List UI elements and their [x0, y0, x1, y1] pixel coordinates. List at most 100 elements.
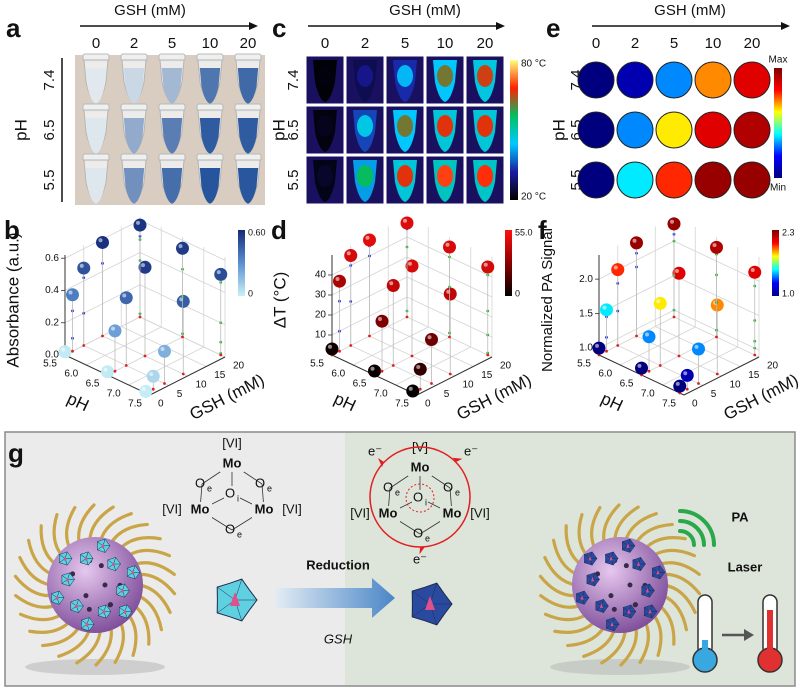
atom-mo: Mo	[223, 455, 242, 470]
sphere	[344, 249, 358, 262]
thermal-core	[357, 65, 373, 87]
surface-cluster-facet	[652, 567, 659, 573]
x-tick-label: 7.0	[107, 389, 121, 400]
floor-dot	[448, 372, 452, 376]
colorbar	[772, 230, 779, 296]
pa-well	[616, 111, 654, 149]
reaction-agent: GSH	[324, 631, 353, 646]
sphere	[710, 298, 724, 312]
floor-dot	[430, 382, 433, 385]
tube-liquid	[199, 118, 221, 154]
panel-label: b	[4, 215, 20, 245]
surface-cluster-facet	[51, 593, 58, 598]
axis-label: pH	[549, 119, 568, 141]
y-tick-label: 0	[158, 399, 164, 410]
panel-label: e	[546, 13, 560, 43]
shadow	[550, 659, 690, 675]
pore	[86, 606, 92, 612]
pore	[83, 593, 89, 599]
pa-well	[577, 61, 615, 99]
thermal-core	[477, 115, 493, 137]
pa-wave	[678, 519, 706, 547]
surface-cluster-facet	[605, 554, 612, 559]
pa-well	[733, 111, 771, 149]
x-tick-label: 7.5	[662, 399, 676, 410]
atom-o: O	[225, 485, 235, 500]
x-tick-label: 5.5	[310, 359, 324, 370]
sphere-highlight	[483, 262, 488, 267]
surface-cluster-core	[590, 576, 595, 582]
thermal-core	[357, 165, 373, 187]
sphere	[630, 236, 643, 250]
x-tick-label: 7.5	[128, 399, 142, 410]
thermometer-fill	[702, 640, 708, 655]
thermal-core	[357, 115, 373, 137]
atom-bg	[188, 502, 212, 518]
tube-liquid	[237, 168, 259, 204]
panel-label: d	[271, 215, 287, 245]
column-label: 20	[744, 35, 761, 52]
column-label: 0	[592, 35, 600, 52]
pore	[102, 582, 108, 588]
sphere-highlight	[378, 317, 382, 321]
pa-wave	[678, 509, 716, 547]
sphere	[101, 365, 114, 379]
x-tick-label: 5.5	[43, 359, 57, 370]
y-tick-label: 5	[177, 389, 183, 400]
surface-cluster-core	[599, 603, 604, 608]
surface-cluster-core	[609, 555, 613, 561]
row-label: 5.5	[41, 170, 58, 191]
sphere-highlight	[637, 363, 642, 368]
surface-cluster-facet	[61, 575, 68, 580]
floor-dot	[391, 364, 395, 367]
column-label: 5	[401, 35, 409, 52]
y-axis-label: GSH (mM)	[454, 370, 535, 424]
panel-label: c	[272, 13, 286, 43]
sphere-highlight	[683, 371, 688, 376]
sphere-highlight	[160, 347, 165, 352]
surface-cluster-facet	[70, 601, 77, 607]
sphere-highlight	[136, 220, 140, 225]
sphere	[481, 260, 495, 274]
sphere	[653, 296, 667, 310]
surface-cluster-core	[627, 608, 631, 614]
tube-liquid	[85, 168, 107, 204]
pa-well	[655, 161, 693, 199]
sphere	[133, 218, 147, 232]
sphere	[138, 260, 152, 274]
heat-arrow-head	[744, 629, 754, 641]
atom-sub: e	[395, 487, 400, 497]
panel-label: g	[8, 438, 24, 468]
thermal-core	[477, 65, 493, 87]
cluster-core	[425, 596, 435, 610]
cluster-core	[230, 592, 240, 606]
pore	[98, 563, 104, 569]
y-axis-label: GSH (mM)	[187, 370, 268, 424]
floor-dot	[349, 344, 353, 347]
floor-dot	[418, 387, 422, 391]
cluster-facet	[412, 590, 431, 605]
colorbar-label: 0	[248, 288, 253, 298]
floor-dot	[124, 364, 128, 367]
sphere-highlight	[365, 235, 370, 240]
colorbar-label: 2.3	[782, 227, 795, 237]
x-tick-label: 7.0	[374, 389, 388, 400]
surface-cluster-core	[120, 588, 125, 593]
sphere	[413, 362, 427, 376]
surface-cluster-facet	[632, 559, 639, 565]
surface-cluster-facet	[595, 601, 602, 607]
tube-liquid	[161, 68, 183, 104]
sphere-highlight	[632, 238, 637, 243]
axis-line	[416, 356, 493, 396]
electron: e⁻	[464, 443, 478, 458]
x-axis-label: pH	[598, 389, 626, 415]
floor-dot	[113, 369, 117, 373]
floor-dot	[338, 349, 341, 353]
sphere-highlight	[122, 293, 127, 298]
sphere-highlight	[645, 332, 649, 337]
tube-liquid	[123, 168, 145, 204]
sphere-highlight	[408, 261, 412, 266]
atom-mo: Mo	[255, 501, 274, 516]
thermal-core	[397, 65, 413, 87]
reaction-arrow	[275, 578, 395, 618]
